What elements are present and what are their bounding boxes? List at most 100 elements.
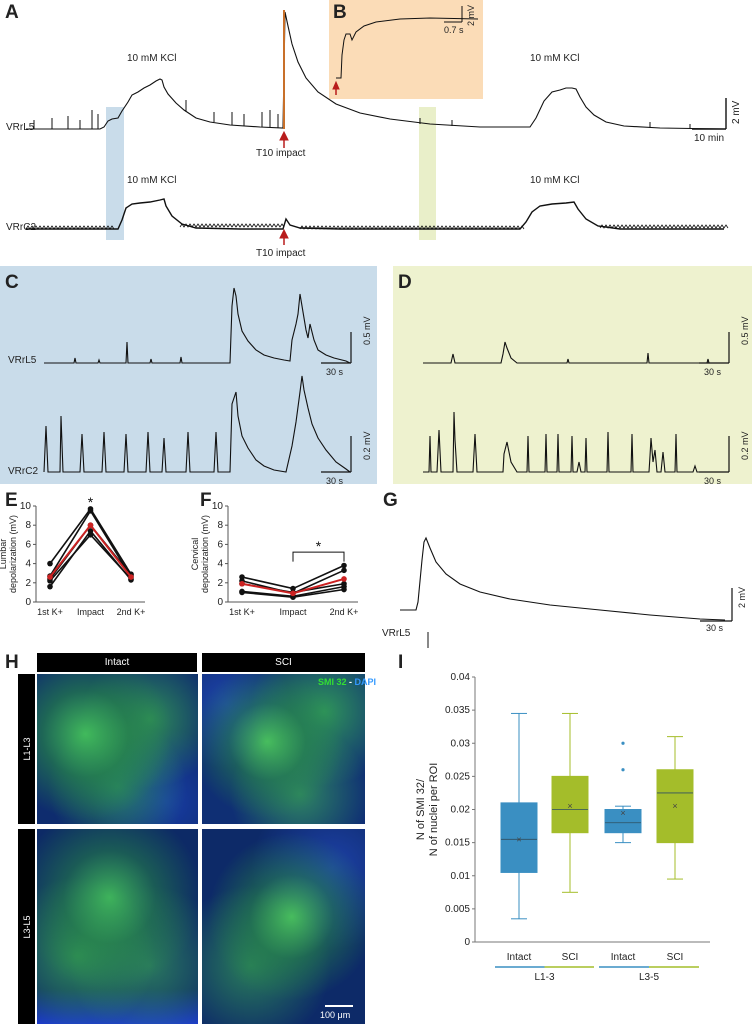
micrograph-intact-l3-l5	[37, 829, 198, 1024]
y-axis-label-line: N of nuclei per ROI	[428, 763, 440, 857]
panel-b-scale-time: 0.7 s	[444, 25, 464, 35]
panel-g-scale-bars	[700, 588, 733, 622]
box-intact-l3-5	[604, 809, 642, 834]
panel-label-h: H	[5, 652, 19, 673]
y-axis-label: Cervicaldepolarization (mV)	[190, 515, 210, 593]
panel-b-inset	[329, 0, 483, 99]
panel-c-scale-voltage-bottom: 0.2 mV	[362, 431, 372, 460]
y-axis-label-line: N of SMI 32/	[415, 778, 427, 840]
row-header-l3-l5: L3-L5	[18, 829, 35, 1024]
significance-marker: *	[88, 494, 94, 510]
panel-b-scale-voltage: 2 mV	[466, 4, 476, 26]
y-tick-label: 10	[212, 501, 224, 512]
y-tick-label: 6	[25, 539, 31, 550]
vrrc2-long-trace	[26, 198, 724, 230]
mean-marker: ×	[620, 808, 625, 818]
data-point-prep5	[290, 594, 296, 600]
trace-label-vrrl5: VRrL5	[6, 122, 35, 133]
micrograph-sci-l3-l5	[202, 829, 365, 1024]
y-tick-label: 0.02	[451, 805, 471, 816]
data-point-prep5	[341, 586, 347, 593]
column-header-sci: SCI	[202, 653, 365, 672]
panel-c-scale-time-top: 30 s	[326, 367, 344, 377]
y-axis-label-line: depolarization (mV)	[8, 515, 18, 593]
x-tick-label: Impact	[77, 607, 105, 617]
chart-e: 0 2 4 6 8 10 1st K+ Impact 2nd K+ Lumbardepolariz…	[0, 494, 145, 617]
panel-d-traces	[423, 332, 730, 473]
y-tick-label: 4	[217, 559, 223, 570]
kcl-label: 10 mM KCl	[530, 175, 580, 186]
vrrc2-noise	[25, 223, 729, 230]
x-tick-label: 1st K+	[37, 607, 63, 617]
panel-d-top-trace	[423, 341, 723, 364]
y-tick-label: 0.035	[445, 705, 470, 716]
y-tick-label: 0.03	[451, 738, 471, 749]
data-point-prep5	[47, 583, 53, 590]
data-point-mean	[290, 590, 296, 597]
y-axis-label-line: Lumbar	[0, 539, 8, 570]
panel-label-d: D	[398, 272, 412, 293]
chart-f: 0 2 4 6 8 10 1st K+ Impact 2nd K+ Cervicaldepolar…	[190, 501, 359, 617]
y-tick-label: 0	[25, 597, 31, 608]
y-axis-label-line: Cervical	[190, 538, 200, 571]
panel-c-top-trace	[44, 287, 351, 364]
mean-marker: ×	[516, 834, 521, 844]
panel-label-c: C	[5, 272, 19, 293]
vrrl5-spikes	[33, 100, 691, 129]
scale-bar-line	[325, 1005, 353, 1007]
panel-b-trace	[336, 17, 479, 79]
panel-label-f: F	[200, 490, 212, 511]
data-point-prep1	[239, 574, 245, 580]
significance-bracket	[292, 551, 345, 562]
x-tick-label: 2nd K+	[330, 607, 359, 617]
y-tick-label: 0	[464, 937, 470, 948]
data-point-mean	[87, 522, 94, 528]
data-point-prep5	[239, 589, 245, 596]
data-point-prep2	[87, 508, 94, 514]
significance-marker: *	[316, 538, 322, 554]
column-header-intact: Intact	[37, 653, 197, 672]
panel-d-scale-bars	[699, 332, 730, 473]
y-tick-label: 10	[20, 501, 32, 512]
x-tick-label: SCI	[562, 952, 579, 963]
x-tick-label: SCI	[667, 952, 684, 963]
y-tick-label: 0.015	[445, 838, 470, 849]
scale-voltage-label: 2 mV	[731, 100, 742, 124]
y-tick-label: 0.01	[451, 871, 471, 882]
data-point-prep1	[47, 560, 53, 567]
vrrl5-long-trace	[26, 11, 725, 130]
y-tick-label: 2	[25, 578, 31, 589]
panel-c-scale-voltage-top: 0.5 mV	[362, 316, 372, 345]
panel-label-i: I	[398, 652, 404, 673]
x-tick-label: Intact	[507, 952, 532, 963]
panel-g-scale-voltage: 2 mV	[737, 586, 747, 608]
data-point-prep4	[47, 578, 53, 584]
panel-d-bottom-trace	[423, 411, 723, 473]
series-line-prep5	[49, 529, 132, 588]
mean-marker: ×	[672, 801, 677, 811]
y-tick-label: 6	[217, 539, 223, 550]
panel-g-trace	[400, 536, 733, 648]
data-point-mean	[128, 574, 134, 580]
y-tick-label: 8	[217, 520, 223, 531]
y-axis-label: N of SMI 32/N of nuclei per ROI	[415, 763, 440, 857]
scale-time-label: 10 min	[694, 133, 725, 144]
impact-arrow	[279, 130, 289, 245]
vrrl5-impact-trace	[400, 536, 726, 621]
panel-a-scale-bar	[692, 98, 727, 130]
data-point-prep1	[341, 562, 347, 569]
panel-c-bottom-trace	[43, 375, 351, 473]
panel-d-scale-time-bottom: 30 s	[704, 476, 722, 486]
panel-label-g: G	[383, 490, 398, 511]
chart-i: 0 0.005 0.01 0.015 0.02 0.025 0.03 0.035 0.04 N o…	[415, 672, 710, 983]
y-tick-label: 0.04	[451, 672, 471, 683]
box-sci-l3-5	[656, 769, 694, 844]
box-sci-l1-3	[551, 775, 589, 834]
panel-label-a: A	[5, 2, 19, 23]
row-header-l1-l3: L1-L3	[18, 674, 35, 824]
panel-label-e: E	[5, 490, 18, 511]
group-label: L1-3	[534, 972, 554, 983]
panel-d-scale-voltage-top: 0.5 mV	[740, 316, 750, 345]
data-point-prep5	[87, 528, 94, 534]
impact-label: T10 impact	[256, 248, 306, 259]
